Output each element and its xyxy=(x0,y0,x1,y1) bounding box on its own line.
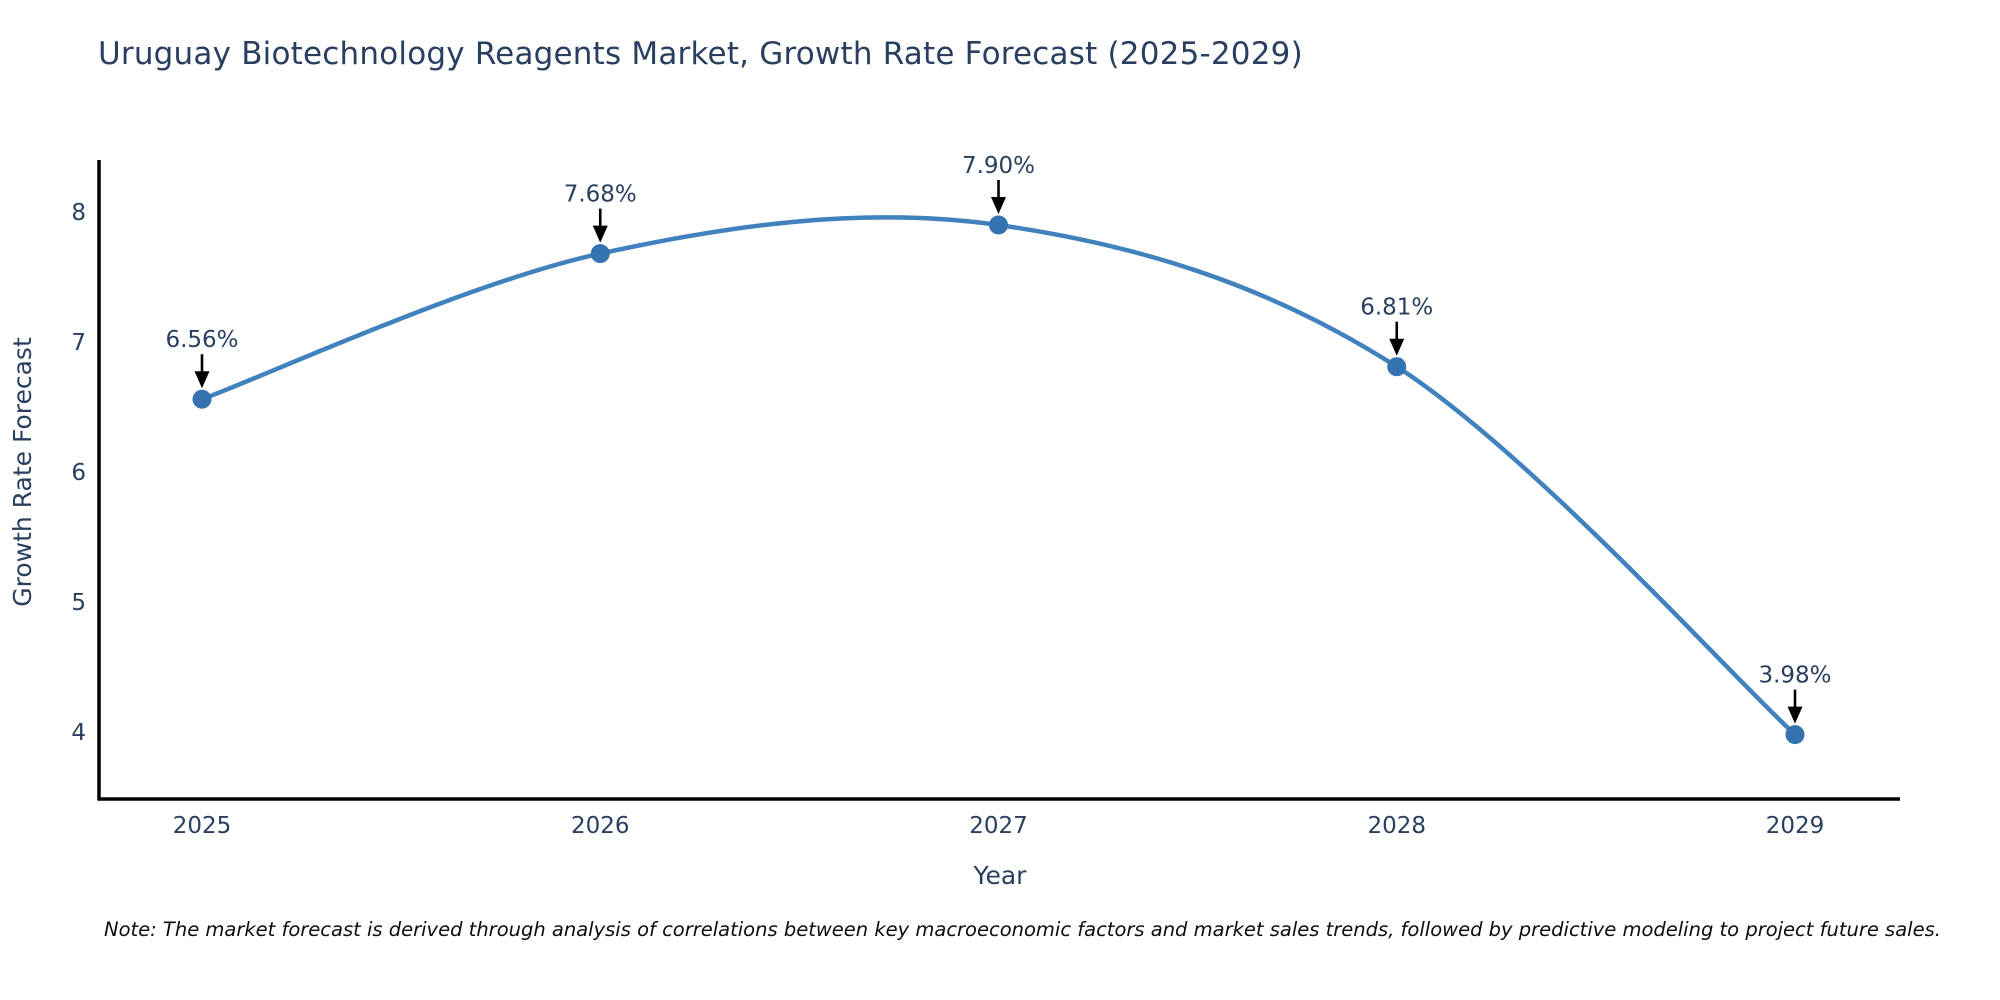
annotation-arrow-head xyxy=(1389,338,1405,356)
data-point xyxy=(192,389,212,409)
chart-title: Uruguay Biotechnology Reagents Market, G… xyxy=(98,36,1303,72)
y-tick-label: 6 xyxy=(71,460,86,486)
x-axis-title: Year xyxy=(973,861,1028,890)
annotation-arrow-head xyxy=(991,197,1006,214)
trend-line xyxy=(199,215,1798,737)
data-point xyxy=(590,244,610,264)
y-axis-title: Growth Rate Forecast xyxy=(8,337,37,607)
y-tick-label: 4 xyxy=(71,720,86,746)
point-annotation-label: 7.68% xyxy=(564,182,637,208)
point-annotation-label: 3.98% xyxy=(1758,663,1831,689)
annotation-arrow-head xyxy=(592,225,608,243)
annotation-arrow-head xyxy=(1787,706,1803,724)
y-tick-label: 7 xyxy=(71,330,86,356)
line-chart-canvas: 4 5 6 7 8 2025 2026 2027 2028 2029 Growth Rate For… xyxy=(8,153,1900,890)
annotation-arrow-head xyxy=(194,371,210,389)
x-tick-label: 2025 xyxy=(173,813,232,839)
x-tick-label: 2027 xyxy=(969,813,1028,839)
x-tick-label: 2029 xyxy=(1766,813,1825,839)
data-point xyxy=(989,215,1008,235)
point-annotation-label: 7.90% xyxy=(962,153,1035,179)
point-annotation-label: 6.81% xyxy=(1360,295,1433,321)
point-annotation-label: 6.56% xyxy=(165,327,238,353)
x-tick-label: 2028 xyxy=(1367,813,1426,839)
y-tick-label: 8 xyxy=(71,200,86,226)
y-tick-label: 5 xyxy=(71,590,86,616)
data-point xyxy=(1387,357,1407,377)
x-tick-label: 2026 xyxy=(571,813,630,839)
chart-note: Note: The market forecast is derived thr… xyxy=(104,918,1941,941)
data-point xyxy=(1785,725,1805,745)
